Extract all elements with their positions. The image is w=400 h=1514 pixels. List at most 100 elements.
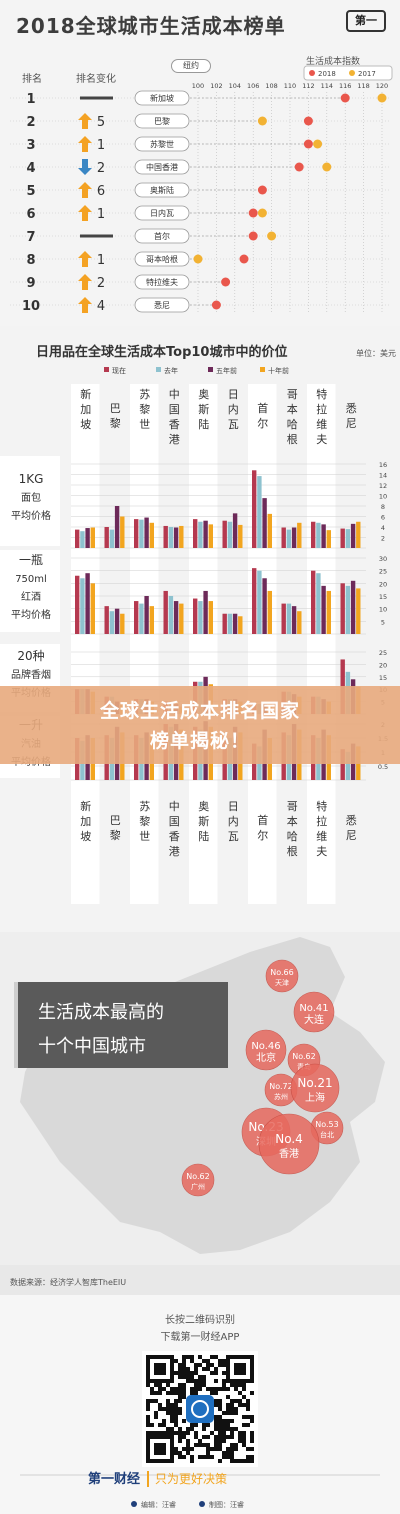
city-name: 哥本哈根 (146, 254, 178, 264)
y-tick-label: 12 (379, 482, 387, 490)
price-title: 日用品在全球生活成本Top10城市中的价位 (36, 344, 287, 360)
price-bar (163, 525, 168, 548)
city-footer-char: 内 (228, 814, 239, 828)
price-bar (173, 527, 179, 548)
arrow-up-icon (78, 297, 92, 313)
legend-label-2018: 2018 (318, 70, 336, 78)
dot-2018 (221, 277, 231, 287)
dot-2017 (313, 139, 323, 149)
dot-2018 (303, 139, 313, 149)
price-bar (286, 603, 292, 634)
price-bar (252, 568, 257, 634)
bubble-city: 上海 (305, 1091, 325, 1104)
city-name: 奥斯陆 (150, 185, 174, 195)
y-tick-label: 2 (381, 535, 385, 543)
rank-change: 2 (97, 161, 105, 176)
rank-number: 8 (26, 253, 35, 268)
city-footer-char: 新 (80, 799, 91, 813)
reference-chip: 纽约 (171, 59, 211, 73)
legend-label: 去年 (164, 366, 178, 375)
ranking-title: 2018全球城市生活成本榜单 (16, 14, 286, 38)
city-header-char: 维 (316, 418, 327, 431)
bubble-city: 苏州 (274, 1092, 288, 1101)
price-bar (321, 524, 326, 548)
price-bar (297, 611, 302, 634)
price-bar (350, 580, 356, 634)
y-tick-label: 20 (379, 661, 387, 669)
city-column (336, 384, 365, 904)
y-tick-label: 8 (381, 503, 385, 511)
qr-code[interactable] (142, 1351, 258, 1467)
price-bar (144, 596, 149, 634)
dot-2018 (211, 300, 221, 310)
price-bar (238, 616, 243, 634)
price-bar (149, 522, 154, 548)
city-header-char: 巴 (110, 402, 121, 415)
city-footer-char: 尔 (257, 829, 268, 842)
price-bar (104, 606, 109, 634)
arrow-up-icon (78, 205, 92, 221)
ranking-section: 2018全球城市生活成本榜单 第一 排名 排名变化 纽约 生活成本指数 2018… (0, 0, 400, 326)
legend-swatch (260, 367, 265, 372)
legend-label: 现在 (112, 366, 126, 375)
dot-2018 (248, 208, 258, 218)
bubble-rank: No.72 (269, 1082, 292, 1091)
bubble-rank: No.41 (299, 1003, 328, 1014)
city-footer-char: 世 (139, 830, 150, 843)
bubble-rank: No.46 (251, 1041, 280, 1052)
price-bar (238, 524, 243, 548)
x-tick-label: 110 (284, 82, 296, 90)
city-header-char: 新 (80, 387, 91, 401)
city-footer-char: 日 (228, 800, 239, 813)
city-bubble (181, 1163, 215, 1197)
city-header-char: 悉 (346, 402, 357, 415)
city-bubble (245, 1029, 287, 1071)
price-bar (311, 521, 316, 548)
arrow-up-icon (78, 136, 92, 152)
footer: 数据来源：经济学人智库TheEIU 长按二维码识别 下载第一财经APP 第一财经… (0, 1265, 400, 1509)
price-bar (109, 529, 115, 548)
city-column (100, 384, 129, 904)
city-footer-char: 瓦 (228, 830, 239, 843)
designer-credit: 制图：汪睿 (209, 1500, 244, 1509)
price-bar (297, 522, 302, 548)
price-section: 日用品在全球生活成本Top10城市中的价位 单位：美元 现在 去年 五年前 十年前新新… (0, 326, 400, 932)
city-footer-char: 哥 (287, 800, 298, 813)
brand-name: 第一财经 (88, 1471, 140, 1487)
bubble-city: 香港 (279, 1148, 299, 1160)
city-footer-char: 陆 (198, 829, 209, 843)
price-bar (340, 528, 345, 548)
rank-number: 2 (26, 115, 35, 130)
panel-label: 平均价格 (11, 509, 51, 522)
city-chip (134, 251, 190, 267)
price-bar (208, 524, 213, 548)
price-bar (267, 513, 272, 548)
city-header-char: 尼 (346, 417, 357, 430)
brand-slogan: 只为更好决策 (155, 1472, 227, 1486)
y-tick-label: 16 (379, 461, 387, 469)
price-bar (203, 520, 208, 548)
price-bar (168, 527, 174, 548)
dot-2018 (303, 116, 313, 126)
city-name: 日内瓦 (150, 208, 174, 218)
city-header-char: 加 (80, 403, 91, 416)
price-bar (193, 519, 198, 548)
map-section: 生活成本最高的 十个中国城市 No.66 天津 No.41 大连 No.46 北京 No.6… (0, 932, 400, 1265)
bubble-rank: No.62 (186, 1172, 209, 1181)
dot-2018 (294, 162, 304, 172)
rank-change: 4 (97, 299, 105, 314)
price-bar (203, 590, 208, 634)
city-footer-char: 苏 (139, 800, 150, 813)
price-bar (257, 476, 262, 548)
app-logo-icon (186, 1395, 214, 1423)
city-header-char: 香 (169, 418, 180, 431)
price-bar (222, 520, 227, 548)
arrow-up-icon (78, 251, 92, 267)
price-bar (139, 519, 144, 548)
price-unit: 单位：美元 (356, 348, 396, 358)
city-name: 苏黎世 (150, 139, 174, 149)
map-title-box (14, 982, 228, 1068)
price-bar (232, 613, 238, 634)
city-header-char: 夫 (316, 433, 327, 446)
price-bar (139, 603, 144, 634)
